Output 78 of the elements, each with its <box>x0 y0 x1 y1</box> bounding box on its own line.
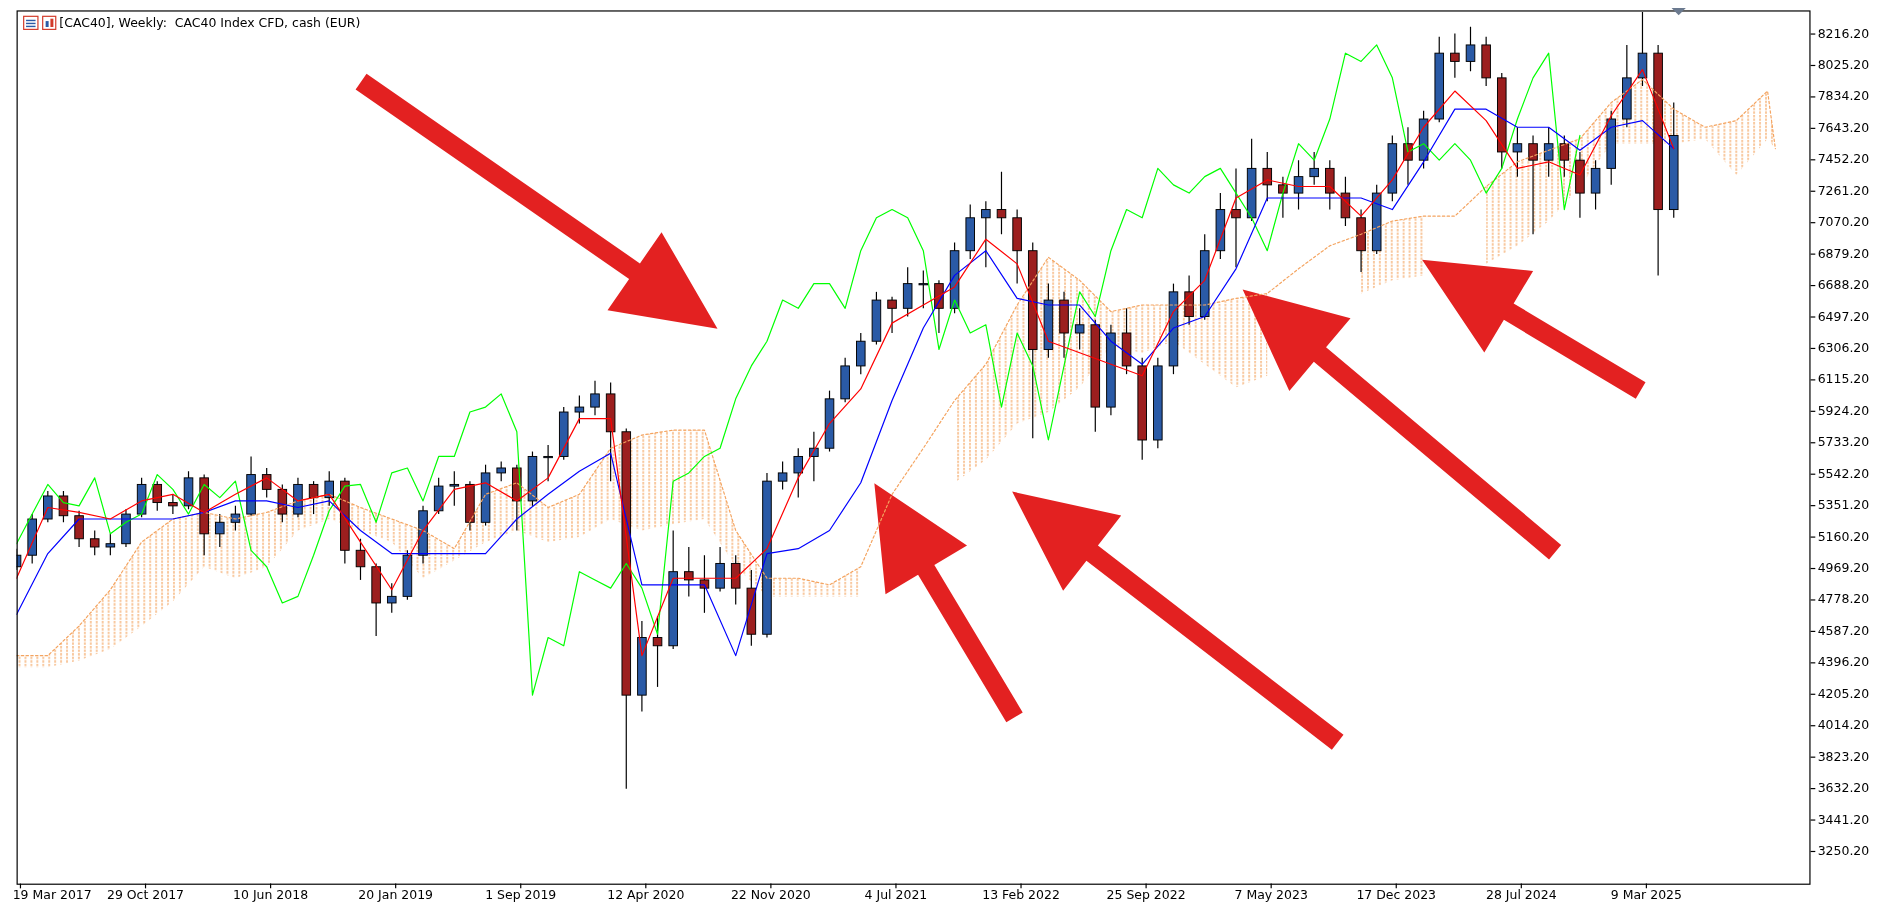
candlestick <box>230 505 241 532</box>
candlestick <box>386 582 397 614</box>
candlestick <box>355 538 366 581</box>
x-tick-label: 1 Sep 2019 <box>485 887 557 903</box>
y-tick-label: 8025.20 <box>1817 56 1870 72</box>
x-tick-label: 7 May 2023 <box>1234 887 1308 903</box>
candlestick <box>1450 32 1460 79</box>
candlestick <box>1465 26 1476 72</box>
x-tick-label: 20 Jan 2019 <box>358 887 434 903</box>
candlestick <box>1278 176 1288 219</box>
x-tick-label: 28 Jul 2024 <box>1486 887 1557 903</box>
candlestick <box>308 480 319 515</box>
candlestick <box>777 460 788 490</box>
x-tick-label: 25 Sep 2022 <box>1106 887 1186 903</box>
y-tick-label: 7261.20 <box>1817 182 1870 198</box>
y-tick-label: 4205.20 <box>1817 685 1870 701</box>
y-tick-label: 4587.20 <box>1817 622 1870 638</box>
y-tick-label: 7834.20 <box>1817 88 1870 104</box>
candlestick <box>105 533 116 556</box>
y-tick-label: 5733.20 <box>1817 434 1870 450</box>
candlestick <box>590 380 600 416</box>
candlestick <box>1512 126 1523 178</box>
candlestick <box>1231 167 1241 268</box>
candlestick <box>152 480 163 512</box>
y-tick-label: 4396.20 <box>1817 654 1870 670</box>
y-tick-label: 4969.20 <box>1817 560 1870 576</box>
candlestick <box>1262 151 1273 202</box>
candlestick <box>1543 126 1554 178</box>
chart-title: [CAC40], Weekly: CAC40 Index CFD, cash (EUR) <box>59 15 361 31</box>
candlestick <box>1309 151 1319 186</box>
candlestick <box>793 447 804 499</box>
candlestick <box>1293 159 1304 211</box>
candlestick <box>1559 134 1570 178</box>
x-tick-label: 12 Apr 2020 <box>607 887 685 903</box>
y-tick-label: 6879.20 <box>1817 245 1870 261</box>
x-tick-label: 9 Mar 2025 <box>1610 887 1682 903</box>
y-tick-label: 7643.20 <box>1817 119 1870 135</box>
candlestick <box>996 171 1007 235</box>
candlestick <box>324 470 334 507</box>
y-tick-label: 3441.20 <box>1817 811 1870 827</box>
candlestick <box>215 513 225 548</box>
candlestick <box>887 296 897 334</box>
candlestick <box>168 493 178 515</box>
x-tick-label: 29 Oct 2017 <box>106 887 185 903</box>
candlestick <box>543 444 553 482</box>
y-tick-label: 3823.20 <box>1817 748 1870 764</box>
candlestick <box>684 546 694 597</box>
x-tick-label: 19 Mar 2017 <box>12 887 92 903</box>
y-tick-label: 5351.20 <box>1817 497 1870 513</box>
y-tick-label: 5160.20 <box>1817 528 1870 544</box>
y-tick-label: 6115.20 <box>1817 371 1870 387</box>
x-tick-label: 13 Feb 2022 <box>982 887 1060 903</box>
y-tick-label: 6306.20 <box>1817 339 1870 355</box>
candlestick <box>449 470 460 507</box>
y-tick-label: 4778.20 <box>1817 591 1870 607</box>
y-tick-label: 3250.20 <box>1817 842 1870 858</box>
y-tick-label: 8216.20 <box>1817 25 1870 41</box>
candlestick <box>574 394 585 425</box>
y-tick-label: 5924.20 <box>1817 402 1870 418</box>
candlestick <box>261 467 272 499</box>
candlestick <box>1528 134 1538 235</box>
candlestick <box>1074 307 1085 351</box>
x-tick-label: 22 Nov 2020 <box>730 887 811 903</box>
candlestick <box>496 460 506 482</box>
candlestick <box>981 200 991 268</box>
y-tick-label: 7070.20 <box>1817 214 1870 230</box>
candlestick <box>918 269 929 309</box>
y-tick-label: 5542.20 <box>1817 465 1870 481</box>
candlestick <box>89 529 100 556</box>
y-tick-label: 7452.20 <box>1817 151 1870 167</box>
x-tick-label: 4 Jul 2021 <box>864 887 928 903</box>
x-tick-label: 10 Jun 2018 <box>233 887 309 903</box>
x-tick-label: 17 Dec 2023 <box>1356 887 1437 903</box>
y-tick-label: 3632.20 <box>1817 780 1870 796</box>
y-tick-label: 4014.20 <box>1817 717 1870 733</box>
y-tick-label: 6497.20 <box>1817 308 1870 324</box>
y-tick-label: 6688.20 <box>1817 277 1870 293</box>
candlestick <box>74 510 84 548</box>
